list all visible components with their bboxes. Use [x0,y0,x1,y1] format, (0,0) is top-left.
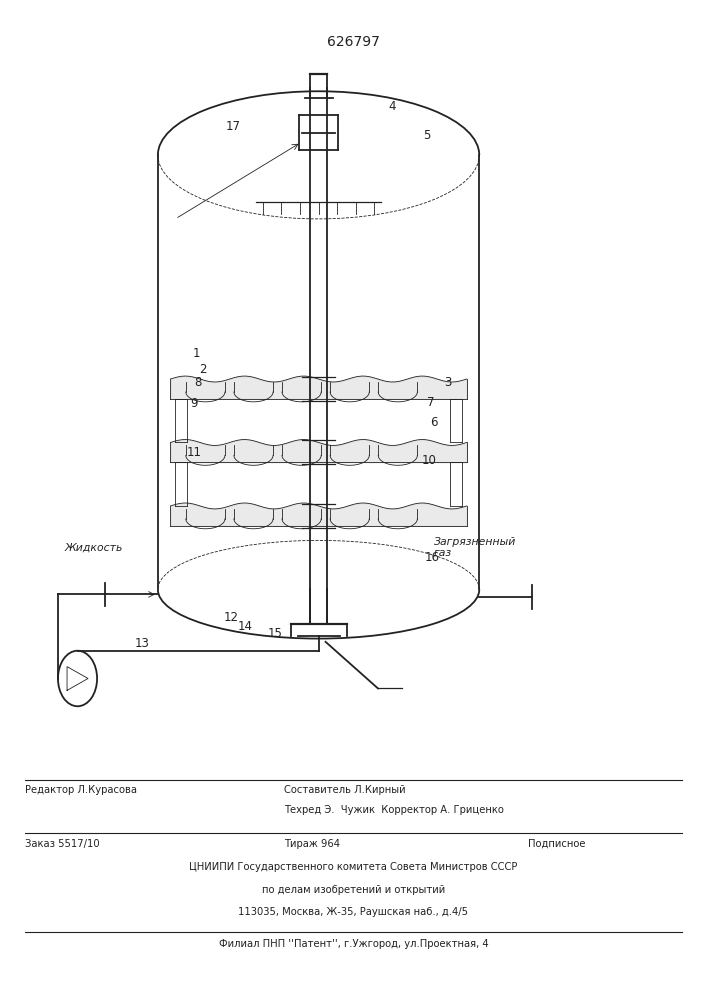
Text: 113035, Москва, Ж-35, Раушская наб., д.4/5: 113035, Москва, Ж-35, Раушская наб., д.4… [238,907,469,917]
Text: 2: 2 [199,363,207,376]
Text: Заказ 5517/10: Заказ 5517/10 [25,839,100,849]
Text: 13: 13 [135,637,150,650]
Text: 8: 8 [194,376,202,389]
Text: Техред Э.  Чужик  Корректор А. Гриценко: Техред Э. Чужик Корректор А. Гриценко [284,805,503,815]
Text: 6: 6 [430,416,438,429]
Text: Подписное: Подписное [528,839,585,849]
Text: Филиал ПНП ''Патент'', г.Ужгород, ул.Проектная, 4: Филиал ПНП ''Патент'', г.Ужгород, ул.Про… [218,939,489,949]
Text: 12: 12 [223,611,239,624]
Text: по делам изобретений и открытий: по делам изобретений и открытий [262,885,445,895]
Text: ЦНИИПИ Государственного комитета Совета Министров СССР: ЦНИИПИ Государственного комитета Совета … [189,862,518,872]
Text: 1: 1 [192,347,200,360]
Text: 11: 11 [187,446,201,459]
Text: Составитель Л.Кирный: Составитель Л.Кирный [284,785,405,795]
Text: Тираж 964: Тираж 964 [284,839,339,849]
Text: 16: 16 [424,551,439,564]
Text: 9: 9 [190,397,198,410]
Text: 3: 3 [444,376,452,389]
Text: 626797: 626797 [327,35,380,49]
Text: Загрязненный
газ: Загрязненный газ [434,537,516,558]
Text: 7: 7 [426,396,434,409]
Text: 17: 17 [226,120,241,133]
Text: 4: 4 [388,100,396,113]
Text: 5: 5 [423,129,431,142]
Text: 14: 14 [238,620,252,633]
Text: 10: 10 [421,454,436,467]
Text: 15: 15 [268,627,283,640]
Text: Редактор Л.Курасова: Редактор Л.Курасова [25,785,137,795]
Text: Жидкость: Жидкость [64,543,123,553]
